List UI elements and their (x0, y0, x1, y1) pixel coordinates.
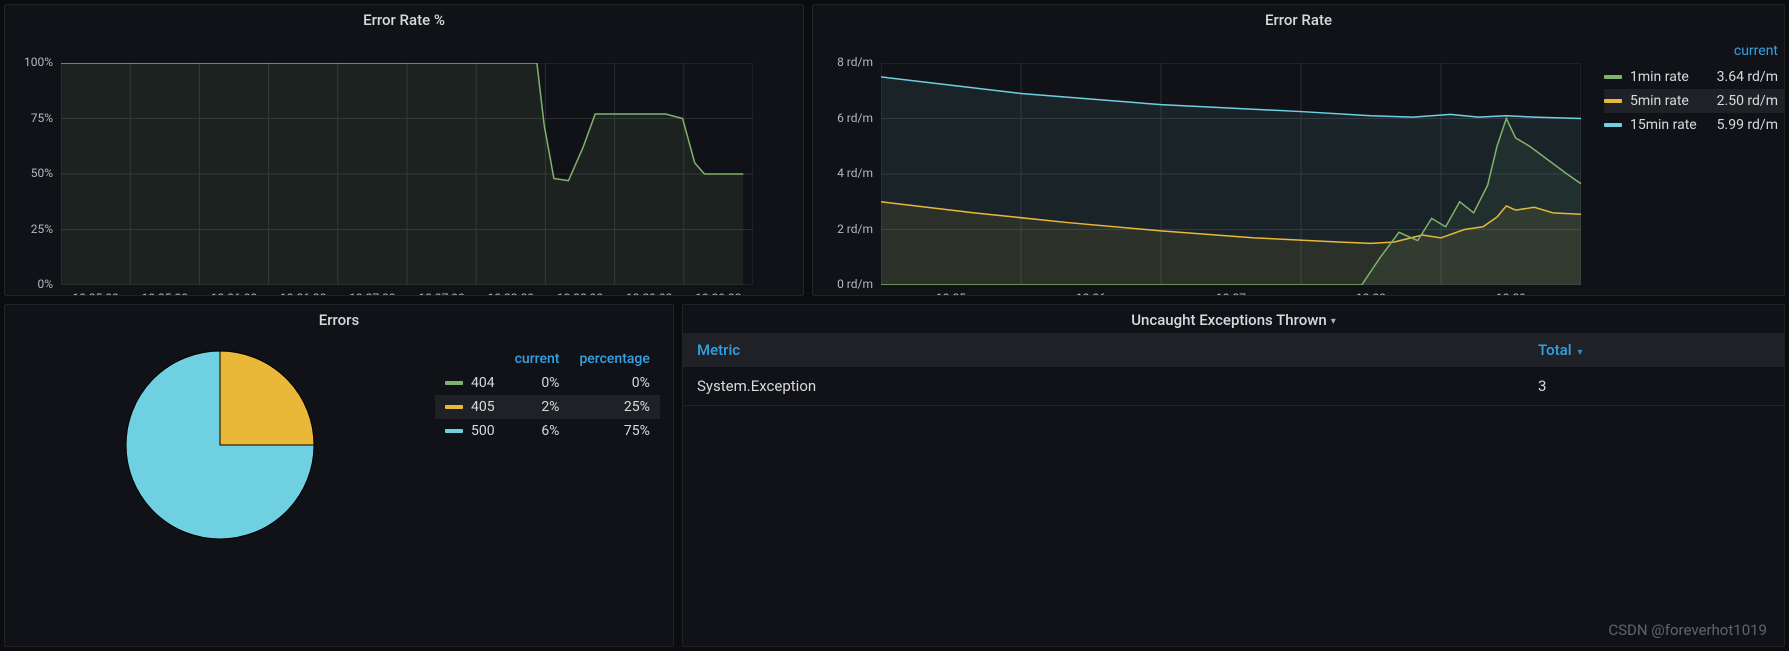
legend-current: 2% (505, 395, 570, 419)
y-tick: 6 rd/m (813, 111, 873, 125)
cell-total: 3 (1524, 367, 1784, 406)
panel-error-rate-pct[interactable]: Error Rate % 0% 25% 50% 75% 100% 13:25:00 13:2… (4, 4, 804, 296)
legend-percentage: 0% (569, 371, 659, 395)
col-total-label: Total (1538, 341, 1572, 359)
legend-item[interactable]: 1min rate 3.64 rd/m (1604, 65, 1784, 89)
y-tick: 2 rd/m (813, 222, 873, 236)
x-tick: 13:26:30 (273, 291, 333, 296)
chevron-down-icon: ▾ (1327, 316, 1336, 327)
table-area: Metric Total▾ System.Exception3 (683, 333, 1784, 646)
legend-swatch (445, 405, 463, 409)
panel-title: Errors (5, 305, 673, 333)
pie-chart[interactable] (5, 333, 435, 543)
legend-swatch (1604, 123, 1622, 127)
plot (881, 63, 1581, 285)
legend-value: 2.50 rd/m (1717, 93, 1778, 109)
legend-header: current (1604, 43, 1784, 65)
legend-item[interactable]: 405 2%25% (435, 395, 660, 419)
x-tick: 13:28 (1341, 291, 1401, 296)
x-tick: 13:28:00 (481, 291, 541, 296)
y-tick: 50% (5, 166, 53, 180)
y-tick: 4 rd/m (813, 166, 873, 180)
legend-label: 1min rate (1630, 69, 1689, 85)
legend-value: 5.99 rd/m (1717, 117, 1778, 133)
legend-col-current[interactable]: current (505, 347, 570, 371)
legend-label: 5min rate (1630, 93, 1689, 109)
legend-current: 6% (505, 419, 570, 443)
panel-title[interactable]: Uncaught Exceptions Thrown▾ (683, 305, 1784, 333)
legend-label: 405 (471, 399, 495, 415)
x-tick: 13:27 (1201, 291, 1261, 296)
legend-item[interactable]: 15min rate 5.99 rd/m (1604, 113, 1784, 137)
legend-swatch (1604, 75, 1622, 79)
legend-percentage: 25% (569, 395, 659, 419)
legend: current percentage 404 0%0% 405 2%25% 500 6%7… (435, 333, 660, 443)
x-tick: 13:25 (921, 291, 981, 296)
x-tick: 13:29:00 (619, 291, 679, 296)
legend: current 1min rate 3.64 rd/m 5min rate 2.50 … (1604, 43, 1784, 137)
y-tick: 0% (5, 277, 53, 291)
panel-exceptions[interactable]: Uncaught Exceptions Thrown▾ Metric Total… (682, 304, 1785, 647)
legend-percentage: 75% (569, 419, 659, 443)
x-tick: 13:26 (1061, 291, 1121, 296)
legend-current: 0% (505, 371, 570, 395)
legend-value: 3.64 rd/m (1717, 69, 1778, 85)
chart-body: 0 rd/m 2 rd/m 4 rd/m 6 rd/m 8 rd/m 13:25 13:26… (813, 33, 1784, 295)
legend-label: 500 (471, 423, 495, 439)
x-tick: 13:27:30 (412, 291, 472, 296)
panel-title: Error Rate (813, 5, 1784, 33)
plot (61, 63, 753, 285)
legend-swatch (1604, 99, 1622, 103)
x-tick: 13:25:00 (66, 291, 126, 296)
chart-area[interactable]: 0 rd/m 2 rd/m 4 rd/m 6 rd/m 8 rd/m 13:25 13:26… (813, 33, 1599, 295)
y-tick: 100% (5, 55, 53, 69)
table-row[interactable]: System.Exception3 (683, 367, 1784, 406)
legend-swatch (445, 429, 463, 433)
panel-title: Error Rate % (5, 5, 803, 33)
legend-item[interactable]: 5min rate 2.50 rd/m (1604, 89, 1784, 113)
col-total[interactable]: Total▾ (1524, 333, 1784, 367)
chevron-down-icon: ▾ (1572, 347, 1583, 358)
x-tick: 13:28:30 (550, 291, 610, 296)
legend-swatch (445, 381, 463, 385)
y-tick: 25% (5, 222, 53, 236)
panel-errors[interactable]: Errors current percentage 404 0%0% 405 2%25… (4, 304, 674, 647)
legend-label: 404 (471, 375, 495, 391)
legend-col-percentage[interactable]: percentage (569, 347, 659, 371)
y-tick: 8 rd/m (813, 55, 873, 69)
cell-metric: System.Exception (683, 367, 1524, 406)
x-tick: 13:29 (1481, 291, 1541, 296)
pie-slice[interactable] (220, 351, 314, 445)
legend-item[interactable]: 500 6%75% (435, 419, 660, 443)
x-tick: 13:25:30 (135, 291, 195, 296)
legend-item[interactable]: 404 0%0% (435, 371, 660, 395)
x-tick: 13:26:00 (204, 291, 264, 296)
y-tick: 75% (5, 111, 53, 125)
legend-label: 15min rate (1630, 117, 1697, 133)
x-tick: 13:29:30 (688, 291, 748, 296)
x-tick: 13:27:00 (342, 291, 402, 296)
y-tick: 0 rd/m (813, 277, 873, 291)
panel-error-rate[interactable]: Error Rate 0 rd/m 2 rd/m 4 rd/m 6 rd/m 8 rd/… (812, 4, 1785, 296)
panel-title-text: Uncaught Exceptions Thrown (1131, 311, 1327, 329)
col-metric[interactable]: Metric (683, 333, 1524, 367)
chart-area[interactable]: 0% 25% 50% 75% 100% 13:25:00 13:25:30 13:26:00 1… (5, 33, 803, 295)
chart-body: current percentage 404 0%0% 405 2%25% 500 6%7… (5, 333, 673, 646)
exceptions-table: Metric Total▾ System.Exception3 (683, 333, 1784, 406)
